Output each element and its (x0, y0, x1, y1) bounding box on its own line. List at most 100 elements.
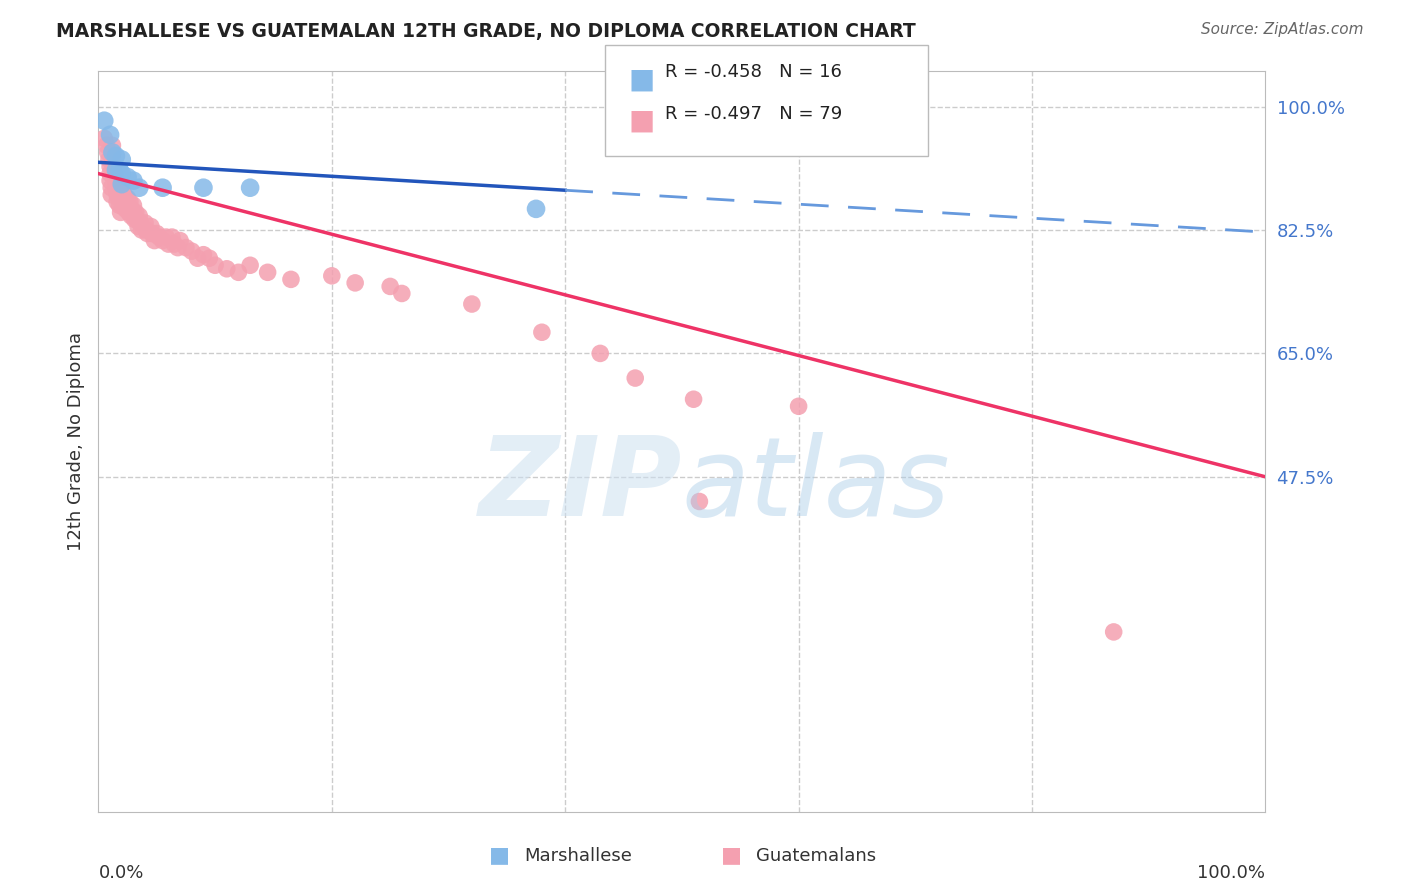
Point (118, 205, 141, 219)
Point (344, 276, 367, 290)
Point (103, 160, 125, 174)
Point (321, 268, 343, 283)
Point (111, 167, 134, 181)
Point (228, 265, 250, 279)
Point (111, 191, 134, 205)
Point (125, 205, 148, 219)
Text: Guatemalans: Guatemalans (756, 847, 876, 865)
Point (93, 113, 115, 128)
Point (152, 234, 174, 248)
Text: 100.0%: 100.0% (1198, 863, 1265, 881)
Point (111, 184, 134, 198)
Point (148, 230, 170, 244)
Point (108, 191, 131, 205)
Point (380, 279, 402, 293)
Text: 0.0%: 0.0% (98, 863, 143, 881)
Point (98, 160, 121, 174)
Point (101, 138, 124, 153)
Point (108, 163, 131, 178)
Y-axis label: 12th Grade, No Diploma: 12th Grade, No Diploma (66, 332, 84, 551)
Point (239, 180, 262, 194)
Point (193, 180, 215, 194)
Point (100, 187, 122, 202)
Point (136, 227, 159, 241)
Point (688, 494, 710, 508)
Point (117, 170, 139, 185)
Point (461, 297, 484, 311)
Point (239, 258, 262, 272)
Point (125, 212, 148, 227)
Point (157, 237, 180, 252)
Text: R = -0.458   N = 16: R = -0.458 N = 16 (665, 63, 842, 81)
Point (589, 346, 612, 360)
Point (120, 202, 142, 216)
Point (96, 138, 118, 153)
Point (124, 212, 146, 227)
Point (166, 241, 188, 255)
Point (110, 205, 132, 219)
Text: MARSHALLESE VS GUATEMALAN 12TH GRADE, NO DIPLOMA CORRELATION CHART: MARSHALLESE VS GUATEMALAN 12TH GRADE, NO… (56, 22, 915, 41)
Point (187, 251, 209, 265)
Point (256, 265, 278, 279)
Point (682, 392, 704, 407)
Point (111, 153, 134, 167)
Point (112, 194, 135, 209)
Point (105, 187, 128, 202)
Point (101, 145, 124, 160)
Point (104, 167, 127, 181)
Point (104, 174, 127, 188)
Point (104, 163, 127, 178)
Point (204, 258, 226, 272)
Point (139, 219, 162, 234)
Text: R = -0.497   N = 79: R = -0.497 N = 79 (665, 105, 842, 123)
Text: ■: ■ (721, 846, 741, 865)
Point (105, 194, 128, 209)
Text: atlas: atlas (682, 433, 950, 540)
Point (100, 180, 122, 194)
Point (787, 399, 810, 413)
Point (624, 371, 647, 385)
Point (391, 286, 413, 301)
Point (180, 244, 202, 259)
Point (111, 177, 134, 191)
Point (98, 167, 121, 181)
Point (160, 230, 183, 244)
Point (169, 234, 191, 248)
Point (98, 174, 121, 188)
Point (108, 198, 131, 212)
Point (114, 202, 136, 216)
Point (143, 234, 166, 248)
Point (129, 216, 152, 230)
Point (1102, 624, 1125, 639)
Point (98, 128, 121, 142)
Point (112, 187, 135, 202)
Point (134, 216, 156, 230)
Point (131, 223, 153, 237)
Point (141, 227, 163, 241)
Point (280, 272, 302, 286)
Point (107, 184, 129, 198)
Text: ■: ■ (628, 107, 655, 135)
Point (117, 198, 139, 212)
Point (174, 241, 197, 255)
Text: ■: ■ (628, 65, 655, 93)
Point (122, 198, 145, 212)
Point (198, 251, 221, 265)
Point (146, 227, 169, 241)
Point (530, 325, 553, 339)
Point (135, 223, 157, 237)
Point (118, 194, 141, 209)
Point (163, 237, 186, 252)
Point (117, 191, 139, 205)
Point (97, 145, 120, 160)
Point (104, 149, 127, 163)
Point (127, 219, 149, 234)
Point (524, 202, 547, 216)
Text: ■: ■ (489, 846, 509, 865)
Point (152, 180, 174, 194)
Point (128, 180, 150, 194)
Point (97, 153, 120, 167)
Point (104, 180, 127, 194)
Point (93, 131, 115, 145)
Point (193, 248, 215, 262)
